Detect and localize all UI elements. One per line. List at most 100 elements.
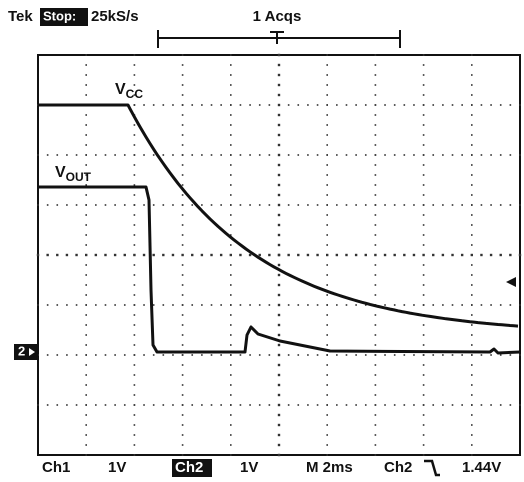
grid-dot: [413, 304, 415, 306]
grid-dot: [374, 253, 377, 257]
grid-dot: [336, 204, 338, 206]
grid-dot: [326, 154, 328, 156]
grid-dot: [85, 304, 87, 306]
grid-dot: [345, 304, 348, 306]
grid-dot: [133, 234, 136, 236]
grid-dot: [374, 454, 377, 456]
grid-dot: [451, 304, 454, 306]
grid-dot: [326, 414, 328, 416]
grid-dot: [66, 204, 68, 206]
grid-dot: [85, 114, 87, 116]
grid-dot: [123, 354, 126, 356]
grid-dot: [277, 213, 281, 217]
grid-dot: [461, 154, 463, 156]
grid-dot: [258, 253, 261, 257]
grid-dot: [422, 54, 425, 56]
grid-dot: [230, 424, 232, 426]
grid-dot: [230, 394, 232, 396]
grid-dot: [336, 404, 338, 406]
grid-dot: [258, 354, 261, 356]
grid-dot: [56, 354, 59, 356]
grid-dot: [364, 204, 367, 206]
grid-dot: [277, 243, 281, 247]
grid-dot: [46, 204, 49, 206]
grid-dot: [422, 134, 425, 136]
grid-dot: [277, 453, 281, 457]
grid-dot: [191, 154, 194, 156]
grid-dot: [422, 64, 425, 66]
grid-dot: [509, 253, 512, 257]
grid-dot: [143, 104, 145, 106]
grid-dot: [326, 294, 328, 296]
grid-dot: [422, 424, 425, 426]
grid-dot: [519, 404, 521, 406]
grid-dot: [384, 304, 386, 306]
grid-dot: [374, 84, 377, 86]
grid-dot: [297, 304, 300, 306]
grid-dot: [374, 124, 377, 126]
grid-dot: [181, 54, 184, 56]
grid-dot: [85, 94, 87, 96]
grid-dot: [85, 84, 87, 86]
grid-dot: [143, 354, 145, 356]
grid-dot: [210, 304, 213, 306]
grid-dot: [393, 154, 396, 156]
graticule: [36, 53, 522, 457]
grid-dot: [152, 253, 155, 257]
grid-dot: [374, 414, 377, 416]
grid-dot: [133, 284, 136, 286]
grid-dot: [201, 104, 203, 106]
grid-dot: [471, 114, 473, 116]
vout-trace: [38, 185, 521, 355]
grid-dot: [230, 84, 232, 86]
grid-dot: [374, 374, 377, 376]
grid-dot: [345, 253, 348, 257]
grid-dot: [471, 414, 473, 416]
grid-dot: [277, 53, 281, 57]
grid-dot: [85, 204, 87, 206]
grid-dot: [230, 374, 232, 376]
grid-dot: [85, 314, 87, 316]
grid-dot: [172, 304, 174, 306]
grid-dot: [181, 204, 184, 206]
grid-dot: [384, 154, 386, 156]
grid-dot: [442, 404, 444, 406]
grid-dot: [66, 354, 68, 356]
grid-dot: [297, 154, 300, 156]
sample-rate: 25kS/s: [91, 8, 139, 25]
grid-dot: [364, 104, 367, 106]
grid-dot: [374, 64, 377, 66]
grid-dot: [307, 354, 309, 356]
grid-dot: [364, 404, 367, 406]
grid-dot: [133, 344, 136, 346]
grid-dot: [181, 184, 184, 186]
grid-dot: [422, 324, 425, 326]
grid-dot: [95, 404, 97, 406]
grid-dot: [133, 174, 136, 176]
vout-label-sub: OUT: [66, 170, 92, 184]
grid-dot: [451, 154, 454, 156]
grid-dot: [519, 354, 521, 356]
grid-dot: [393, 304, 396, 306]
grid-dot: [181, 224, 184, 226]
grid-dot: [471, 404, 473, 406]
grid-dot: [181, 334, 184, 336]
grid-dot: [413, 354, 415, 356]
grid-dot: [230, 404, 232, 406]
grid-dot: [162, 104, 165, 106]
grid-dot: [95, 304, 97, 306]
grid-dot: [307, 154, 309, 156]
grid-dot: [490, 304, 492, 306]
ch2-scale: 1V: [240, 459, 258, 476]
grid-dot: [364, 253, 367, 257]
grid-dot: [95, 354, 97, 356]
grid-dot: [277, 223, 281, 227]
grid-dot: [374, 224, 377, 226]
grid-dot: [422, 104, 425, 106]
grid-dot: [248, 253, 252, 257]
grid-dot: [181, 154, 184, 156]
grid-dot: [220, 204, 222, 206]
grid-dot: [393, 253, 396, 257]
grid-dot: [374, 264, 377, 266]
grid-dot: [133, 74, 136, 76]
